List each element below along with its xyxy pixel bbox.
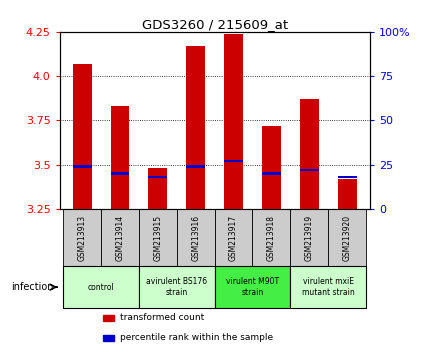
- Bar: [103, 335, 114, 341]
- Text: GSM213919: GSM213919: [305, 215, 314, 261]
- Bar: [110, 172, 130, 175]
- Bar: [290, 209, 328, 266]
- Text: GSM213916: GSM213916: [191, 215, 200, 261]
- Bar: [177, 209, 215, 266]
- Text: control: control: [88, 282, 114, 292]
- Bar: [103, 315, 114, 320]
- Text: GSM213917: GSM213917: [229, 215, 238, 261]
- Bar: [186, 165, 205, 168]
- Bar: [186, 46, 205, 209]
- Text: virulent mxiE
mutant strain: virulent mxiE mutant strain: [302, 278, 354, 297]
- Bar: [290, 266, 366, 308]
- Bar: [337, 179, 357, 209]
- Bar: [262, 126, 281, 209]
- Bar: [328, 209, 366, 266]
- Text: percentile rank within the sample: percentile rank within the sample: [120, 333, 273, 342]
- Bar: [101, 209, 139, 266]
- Bar: [139, 209, 177, 266]
- Bar: [337, 176, 357, 178]
- Bar: [73, 165, 92, 168]
- Bar: [252, 209, 290, 266]
- Text: transformed count: transformed count: [120, 313, 204, 322]
- Bar: [148, 176, 167, 178]
- Text: GSM213915: GSM213915: [153, 215, 162, 261]
- Bar: [224, 160, 243, 162]
- Bar: [148, 168, 167, 209]
- Text: infection: infection: [11, 282, 54, 292]
- Text: GSM213920: GSM213920: [343, 215, 351, 261]
- Text: GSM213913: GSM213913: [78, 215, 87, 261]
- Bar: [110, 106, 130, 209]
- Bar: [215, 266, 290, 308]
- Bar: [262, 172, 281, 175]
- Title: GDS3260 / 215609_at: GDS3260 / 215609_at: [142, 18, 288, 31]
- Text: GSM213914: GSM213914: [116, 215, 125, 261]
- Text: GSM213918: GSM213918: [267, 215, 276, 261]
- Bar: [215, 209, 252, 266]
- Text: virulent M90T
strain: virulent M90T strain: [226, 278, 279, 297]
- Bar: [224, 34, 243, 209]
- Bar: [300, 169, 319, 171]
- Bar: [73, 64, 92, 209]
- Bar: [139, 266, 215, 308]
- Text: avirulent BS176
strain: avirulent BS176 strain: [146, 278, 207, 297]
- Bar: [300, 99, 319, 209]
- Bar: [63, 209, 101, 266]
- Bar: [63, 266, 139, 308]
